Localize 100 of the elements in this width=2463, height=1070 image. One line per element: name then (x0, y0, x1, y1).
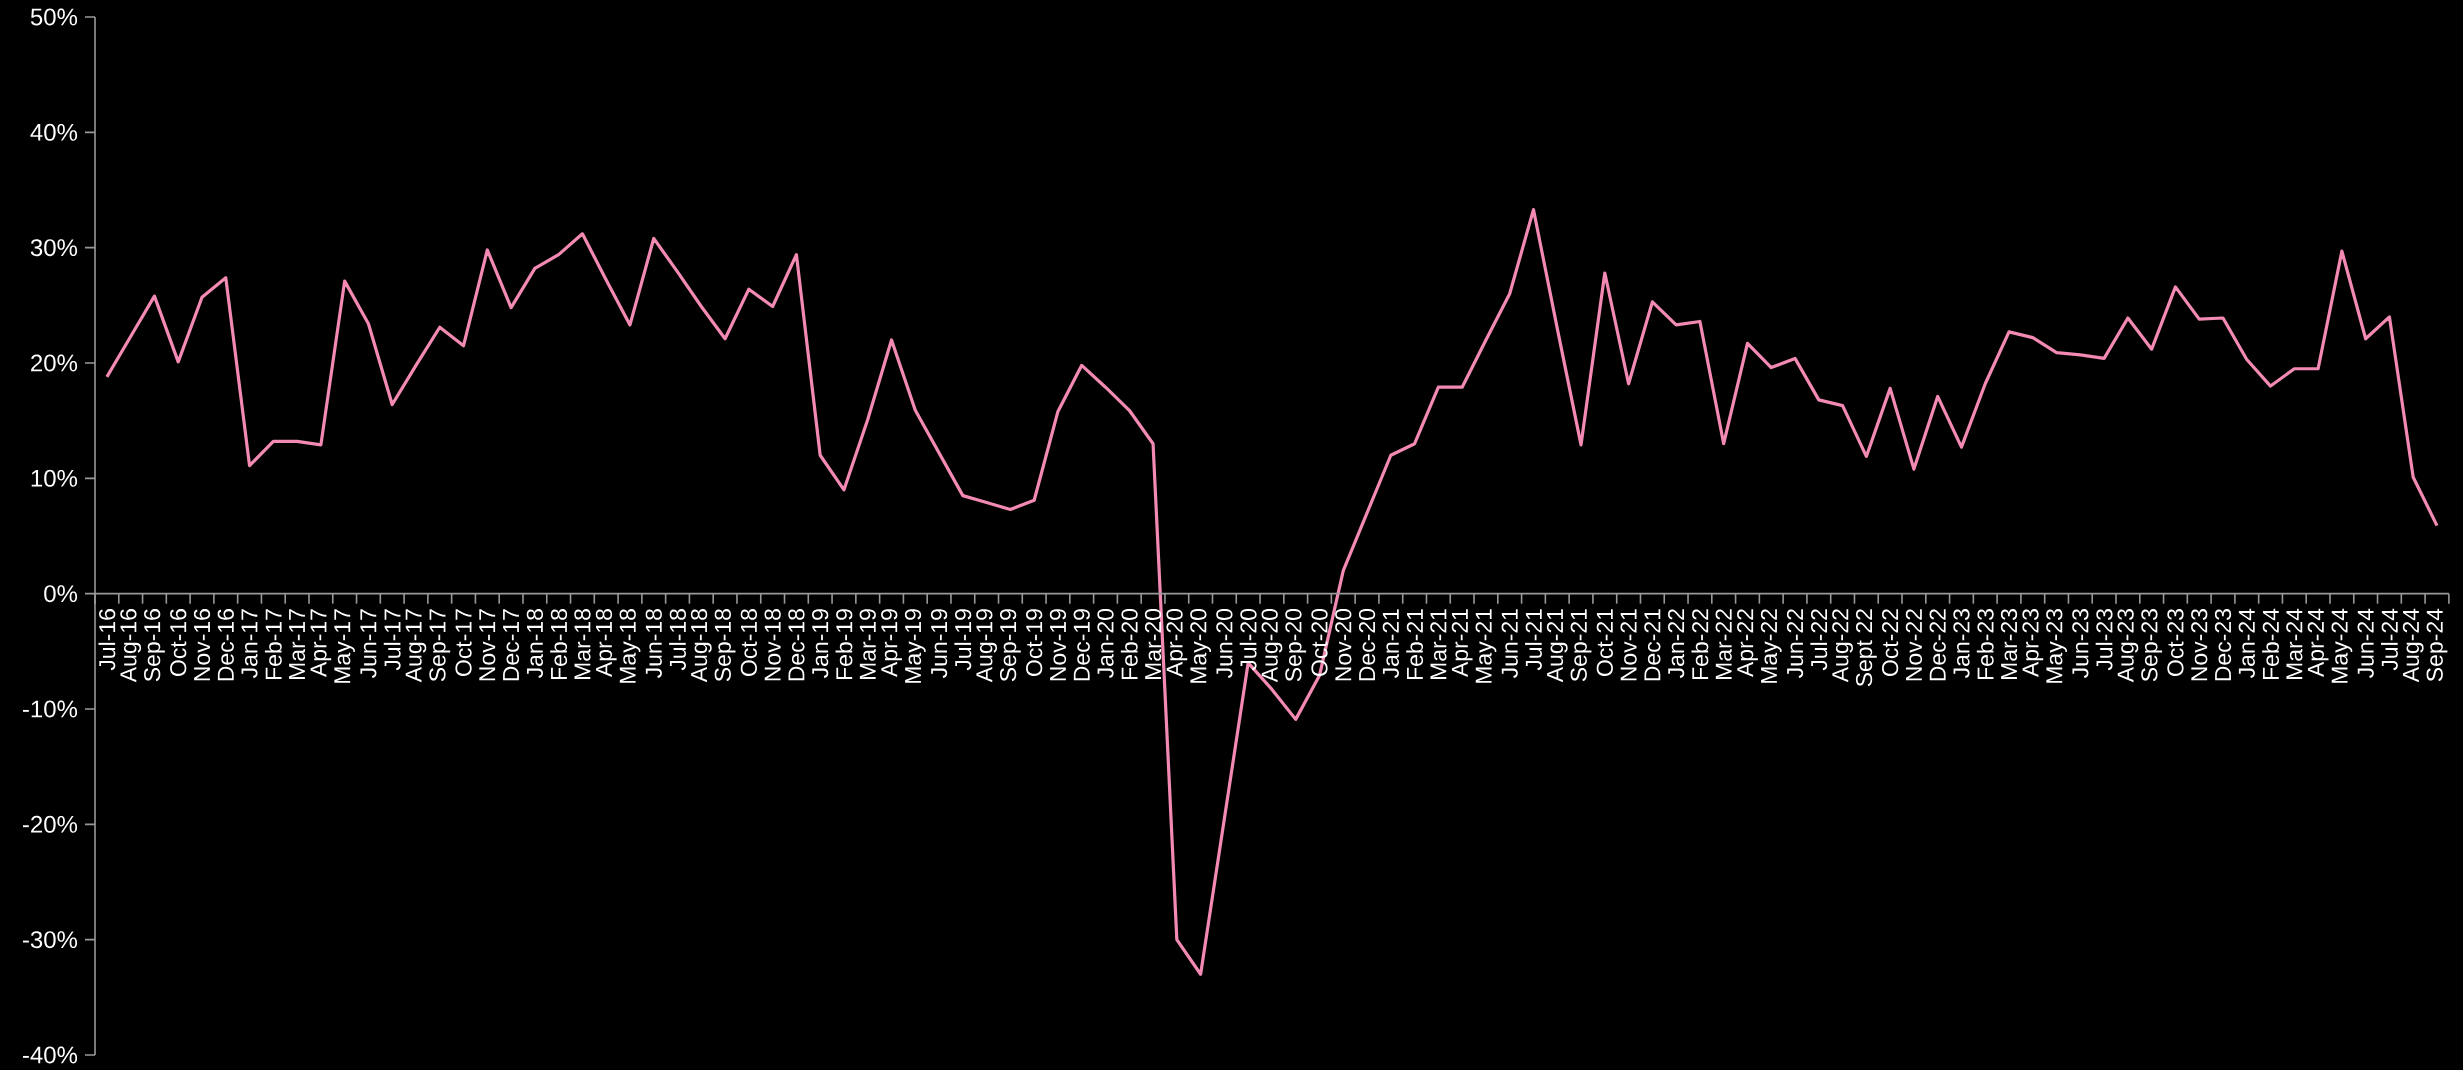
x-tick-label: May-21 (1475, 609, 1497, 683)
x-tick-label: Sep-18 (714, 608, 736, 682)
x-tick-label: Sep-16 (144, 609, 165, 682)
x-tick-label: Jul-22 (1810, 609, 1828, 671)
x-tick-label: May-23 (2046, 609, 2067, 683)
x-tick-label: Feb-20 (1120, 608, 1138, 679)
x-tick-label: Jun-22 (1786, 609, 1804, 678)
x-tick-label: Oct-21 (1596, 609, 1613, 676)
x-tick-label: Apr-20 (1166, 608, 1188, 677)
x-tick-label: Aug-23 (2117, 609, 2139, 683)
x-tick-label: Nov-17 (479, 609, 496, 681)
x-tick-label: Aug-21 (1546, 609, 1568, 683)
x-tick-label: Jul-20 (1239, 608, 1257, 671)
x-tick-label: Feb-23 (1976, 609, 1994, 679)
x-tick-label: May-18 (619, 608, 641, 683)
x-tick-label: Dec-22 (1929, 609, 1946, 681)
x-tick-label: Aug-24 (2402, 608, 2424, 683)
x-tick-label: Apr-23 (2022, 609, 2044, 677)
x-tick-label: Jan-23 (1953, 609, 1970, 678)
x-tick-label: Aug-18 (690, 608, 712, 683)
x-tick-label: Dec-17 (503, 609, 520, 681)
x-tick-label: Apr-18 (595, 608, 617, 677)
x-tick-label: May-17 (334, 609, 355, 683)
x-tick-label: May-24 (2331, 608, 2353, 683)
x-tick-label: Mar-20 (1144, 608, 1162, 679)
x-tick-label: May-20 (1190, 608, 1212, 683)
x-tick-label: Jul-23 (2095, 609, 2113, 671)
x-tick-label: Jan-17 (241, 609, 258, 678)
x-tick-label: May-22 (1760, 609, 1782, 683)
x-tick-label: May-19 (904, 609, 926, 683)
x-tick-label: Jun-19 (930, 609, 948, 678)
x-tick-label: Jul-24 (2381, 608, 2398, 671)
y-tick-label: -30% (22, 931, 78, 949)
x-tick-label: Aug-17 (405, 609, 427, 683)
x-tick-label: Jul-19 (954, 609, 972, 671)
x-tick-label: Jun-23 (2072, 609, 2089, 678)
x-tick-label: Mar-19 (859, 609, 876, 679)
x-tick-label: Jun-20 (1216, 608, 1233, 678)
x-tick-label: Feb-22 (1691, 609, 1709, 679)
x-tick-label: Oct-19 (1026, 609, 1043, 676)
x-tick-label: Feb-17 (264, 609, 282, 679)
y-tick-label: 0% (44, 585, 78, 603)
y-tick-label: 40% (30, 123, 78, 141)
x-tick-label: Jun-21 (1501, 609, 1518, 678)
x-tick-label: Apr-24 (2307, 608, 2329, 677)
x-tick-label: Oct-17 (455, 609, 472, 676)
x-tick-label: Sep-23 (2141, 609, 2163, 682)
x-tick-label: Jan-22 (1668, 609, 1685, 678)
x-tick-label: Nov-18 (764, 608, 781, 681)
x-tick-label: Mar-24 (2286, 608, 2303, 679)
x-tick-label: Mar-22 (1715, 609, 1732, 679)
x-tick-label: Oct-23 (2167, 609, 2184, 676)
y-tick-label: 10% (31, 469, 78, 487)
x-tick-label: Feb-19 (835, 609, 853, 679)
x-tick-label: Nov-23 (2191, 609, 2208, 681)
x-tick-label: Sept 22 (1855, 609, 1877, 687)
x-tick-label: Jan-21 (1382, 609, 1399, 678)
x-tick-label: Mar-21 (1430, 609, 1447, 679)
x-tick-label: Jul-17 (383, 609, 401, 671)
y-tick-label: 30% (30, 239, 78, 257)
x-tick-label: Mar-23 (2000, 609, 2018, 679)
x-tick-label: Dec-20 (1358, 608, 1376, 681)
x-tick-label: Feb-18 (550, 608, 568, 679)
x-tick-label: Jun-17 (360, 609, 377, 678)
x-tick-label: Oct-18 (740, 608, 757, 676)
y-tick-label: 20% (31, 354, 78, 372)
x-tick-label: Jan-20 (1097, 608, 1114, 678)
x-tick-label: Sep-19 (999, 609, 1021, 682)
x-tick-label: Mar-17 (289, 609, 306, 679)
x-tick-label: Jan-18 (526, 608, 544, 678)
x-tick-label: Aug-19 (976, 609, 998, 683)
x-tick-label: Dec-19 (1073, 609, 1090, 681)
x-tick-label: Jun-18 (645, 608, 662, 678)
x-tick-label: Aug-20 (1261, 608, 1283, 683)
x-tick-label: Nov-16 (193, 609, 211, 681)
x-tick-label: Nov-20 (1335, 608, 1352, 681)
x-tick-label: Oct-20 (1311, 608, 1328, 676)
x-tick-label: Sep-20 (1285, 608, 1307, 682)
x-tick-label: Feb-24 (2262, 608, 2279, 679)
x-tick-label: Sep-24 (2426, 608, 2448, 682)
y-tick-label: 50% (30, 8, 78, 26)
x-tick-label: Sep-17 (429, 609, 451, 682)
x-tick-label: Apr-19 (881, 609, 902, 677)
x-tick-label: Sep-21 (1570, 609, 1592, 682)
x-tick-label: Aug-22 (1832, 609, 1853, 683)
x-tick-label: Jun-24 (2357, 608, 2374, 678)
x-tick-label: Jul-16 (98, 609, 116, 671)
x-tick-label: Jul-21 (1525, 609, 1542, 671)
x-tick-label: Nov-19 (1049, 609, 1067, 681)
x-tick-label: Jul-18 (669, 608, 686, 671)
x-tick-label: Jan-19 (812, 609, 829, 678)
x-tick-label: Nov-22 (1905, 609, 1923, 681)
x-tick-label: Oct-22 (1881, 609, 1899, 676)
x-tick-label: Nov-21 (1620, 609, 1637, 681)
x-tick-label: Apr-17 (310, 609, 332, 677)
y-tick-label: -20% (22, 815, 78, 833)
x-tick-label: Apr-21 (1451, 609, 1473, 677)
x-tick-label: Feb-21 (1406, 609, 1424, 679)
x-tick-label: Dec-23 (2214, 609, 2232, 681)
x-tick-label: Dec-16 (217, 609, 234, 681)
